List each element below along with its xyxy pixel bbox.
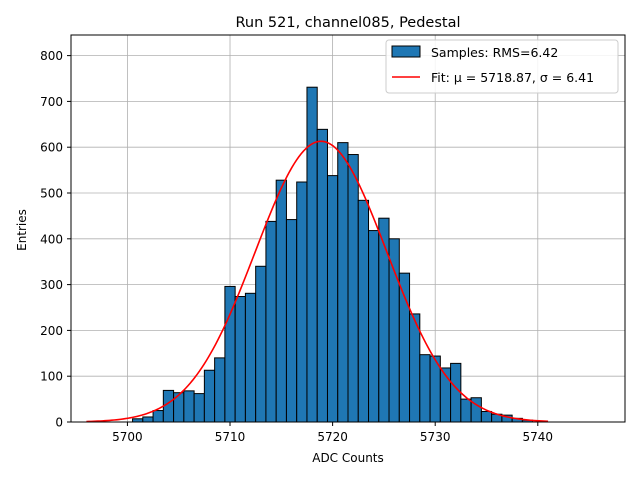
histogram-bar: [265, 220, 277, 423]
histogram-bar: [337, 142, 349, 423]
histogram-bar: [450, 362, 462, 423]
y-tick-label: 500: [40, 187, 63, 201]
fit-curve: [86, 140, 549, 423]
histogram-bar: [326, 175, 339, 423]
histogram-bar: [152, 410, 164, 423]
y-axis-ticks: 0 100 200 300 400 500 600 700 800: [40, 49, 71, 430]
histogram-bar: [296, 181, 308, 423]
histogram-bar: [203, 369, 216, 423]
histogram-bar: [388, 238, 400, 423]
y-tick-label: 800: [40, 49, 63, 63]
histogram-bar: [193, 393, 205, 423]
histogram-bar: [357, 199, 370, 423]
legend-fit-label: Fit: μ = 5718.87, σ = 6.41: [431, 70, 594, 85]
histogram-bar: [306, 86, 318, 423]
legend-histogram-label: Samples: RMS=6.42: [431, 45, 558, 60]
histogram-bar: [234, 296, 246, 423]
histogram-bar: [285, 219, 298, 423]
x-tick-label: 5720: [317, 430, 348, 444]
histogram-bar: [316, 128, 328, 423]
histogram-bar: [275, 179, 287, 423]
y-tick-label: 200: [40, 324, 63, 338]
x-tick-label: 5700: [112, 430, 143, 444]
legend-histogram-swatch: [391, 45, 421, 58]
y-tick-label: 400: [40, 232, 63, 246]
histogram-bar: [255, 265, 267, 423]
y-tick-label: 700: [40, 95, 63, 109]
histogram-bar: [347, 154, 359, 423]
histogram-bar: [214, 357, 226, 423]
histogram-bar: [368, 230, 380, 423]
x-axis-label: ADC Counts: [312, 451, 384, 465]
histogram-bar: [183, 390, 195, 423]
y-tick-label: 0: [55, 416, 63, 430]
y-axis-label: Entries: [15, 209, 29, 251]
histogram-bars: [132, 86, 534, 423]
legend: Samples: RMS=6.42 Fit: μ = 5718.87, σ = …: [385, 39, 619, 94]
chart-title: Run 521, channel085, Pedestal: [235, 15, 460, 31]
histogram-bar: [480, 410, 493, 423]
histogram-bar: [142, 416, 154, 423]
x-tick-label: 5740: [523, 430, 554, 444]
histogram-bar: [162, 389, 175, 423]
histogram-bar: [378, 217, 390, 423]
plot-frame: [70, 34, 626, 423]
y-tick-label: 300: [40, 278, 63, 292]
x-tick-label: 5710: [215, 430, 246, 444]
x-tick-label: 5730: [420, 430, 451, 444]
legend-box: [385, 39, 619, 94]
y-tick-label: 600: [40, 141, 63, 155]
histogram-bar: [409, 313, 421, 423]
y-tick-label: 100: [40, 370, 63, 384]
histogram-bar: [244, 292, 257, 423]
x-axis-ticks: 5700 5710 5720 5730 5740: [112, 422, 553, 444]
histogram-bar: [460, 398, 472, 423]
histogram-bar: [419, 354, 431, 423]
